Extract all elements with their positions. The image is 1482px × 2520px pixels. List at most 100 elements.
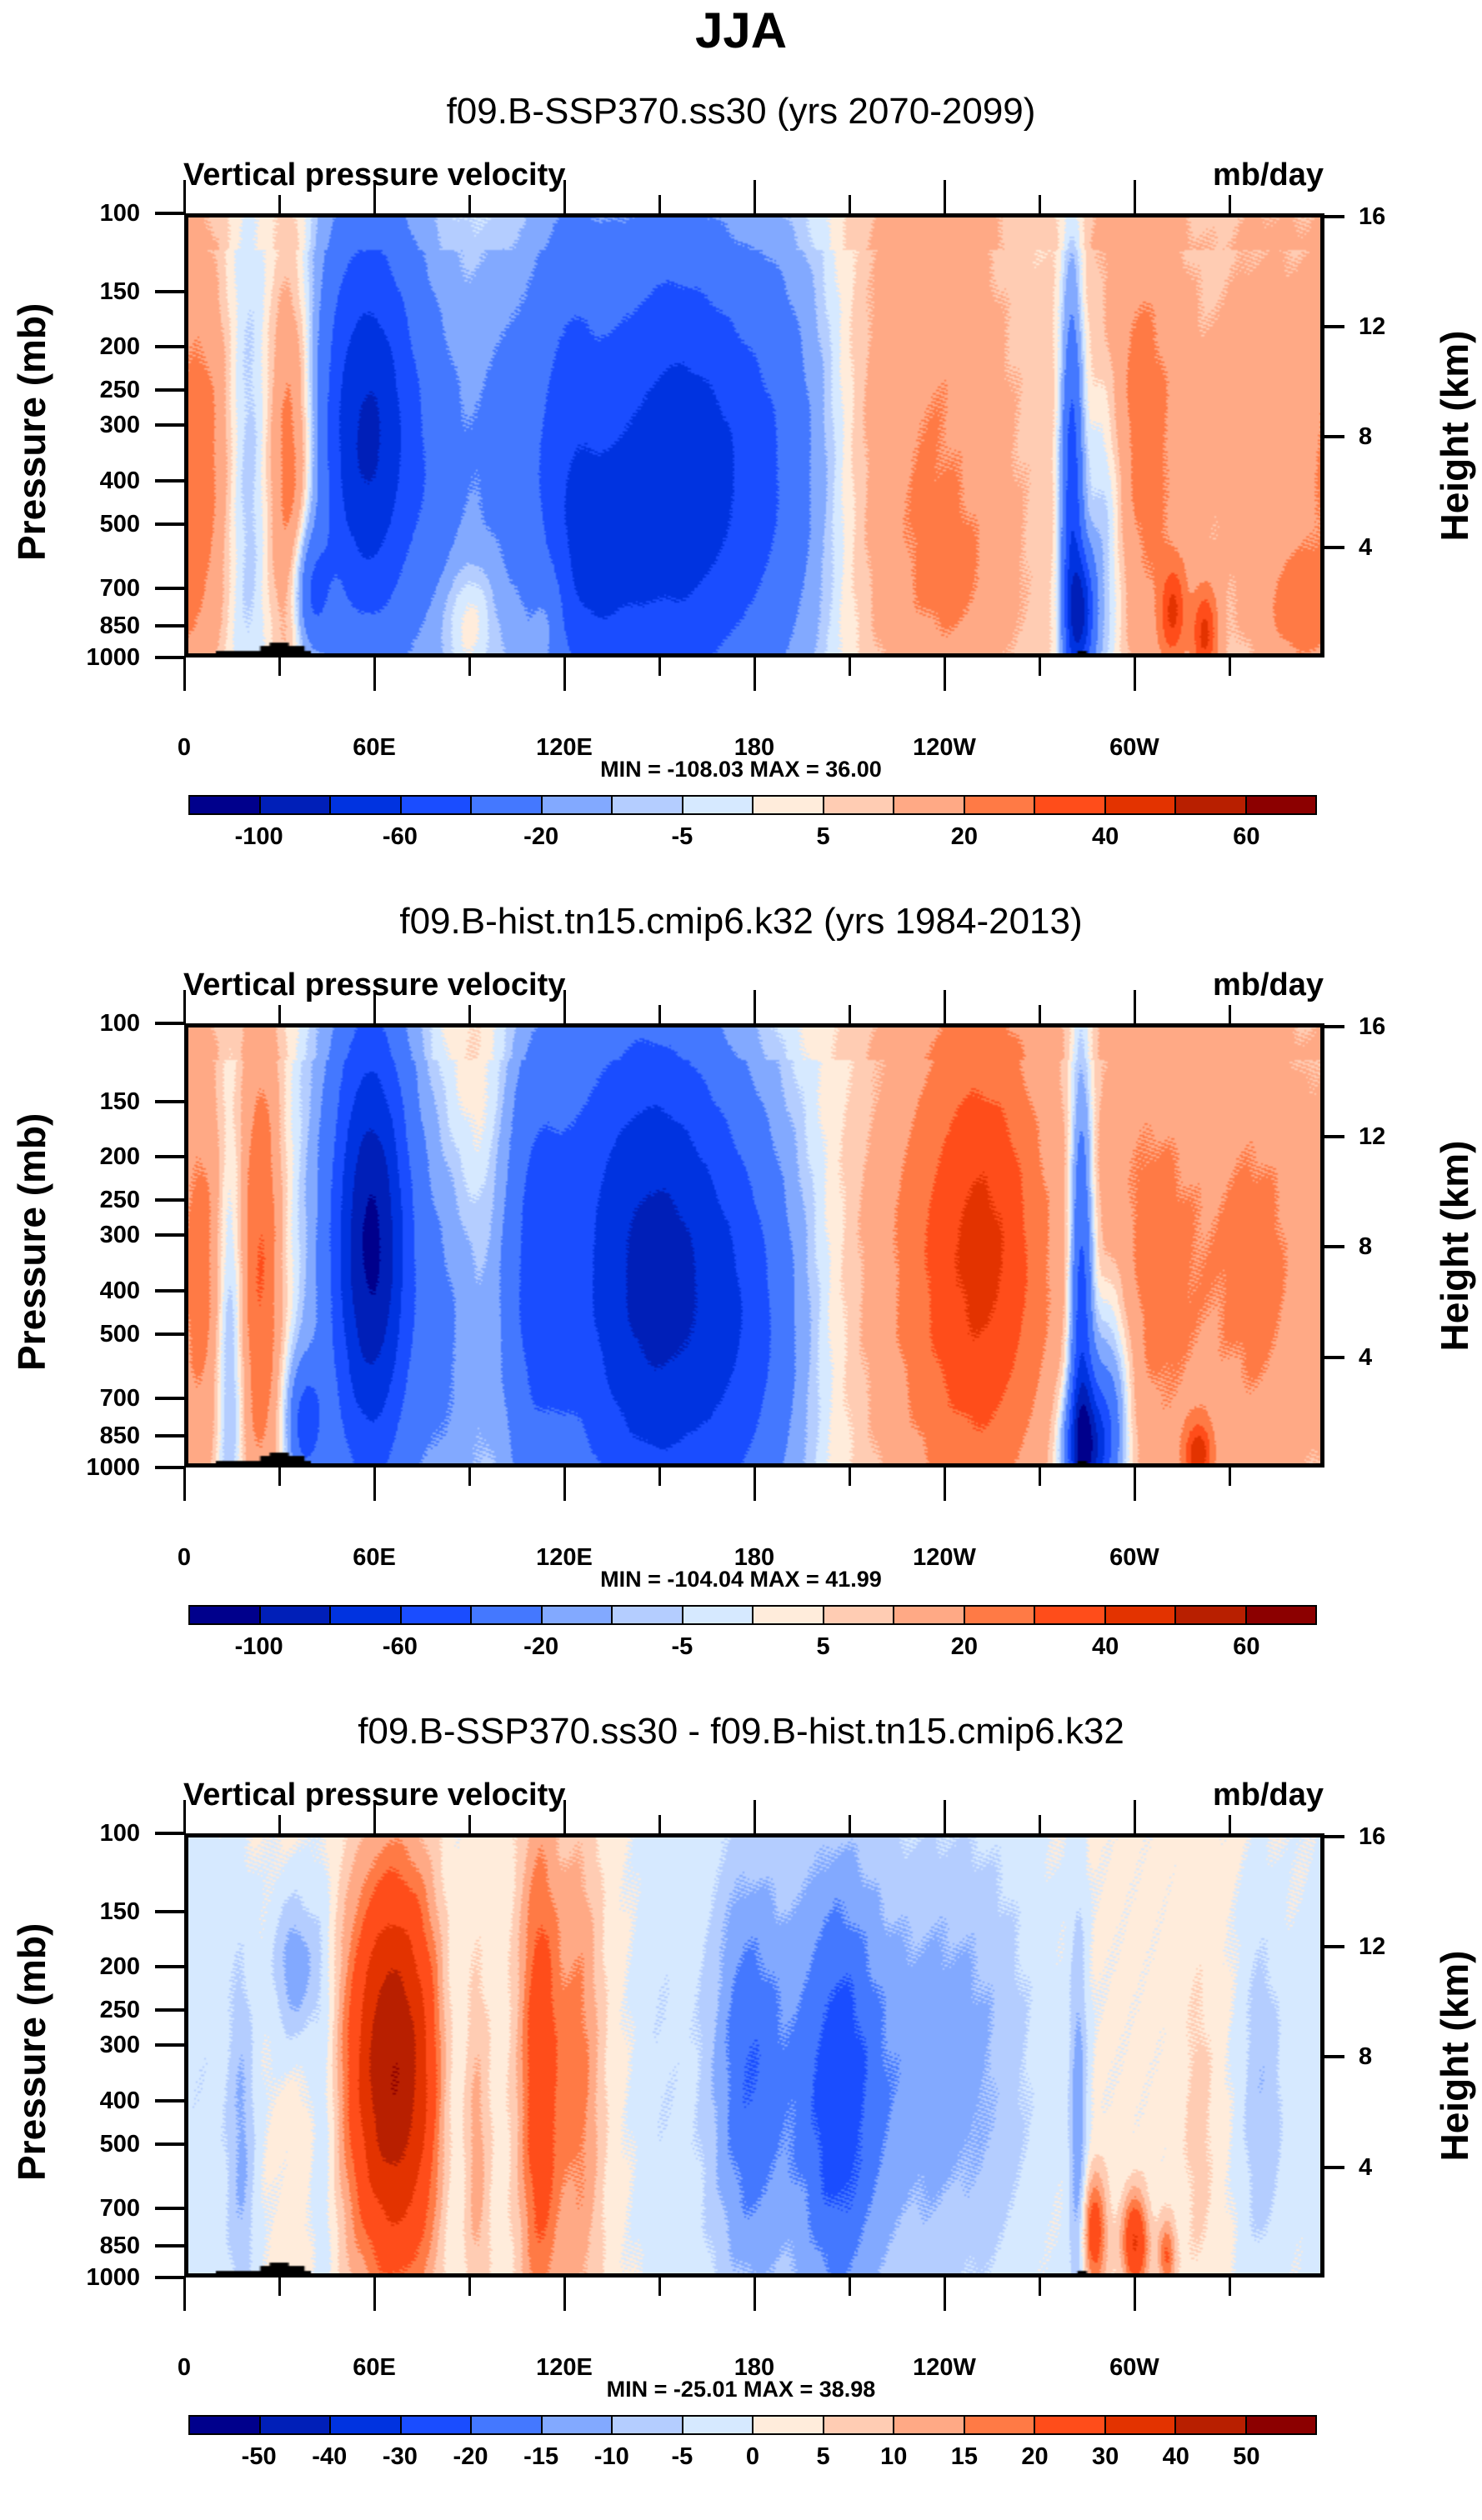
colorbar-box [1105,797,1176,813]
x-tick-label: 60W [1109,2354,1159,2381]
colorbar-box [190,2417,261,2433]
colorbar-label: -20 [523,823,559,850]
x-tick-top [658,1005,661,1023]
x-tick [563,658,566,691]
colorbar-box [754,2417,824,2433]
y-right-tick [1324,435,1344,439]
colorbar-box [683,2417,754,2433]
x-tick [183,658,186,691]
colorbar-label: 15 [950,2443,978,2470]
x-tick-top [754,180,756,213]
y-tick-label: 1000 [86,644,140,671]
colorbar-box [190,1607,261,1623]
y-tick-label: 200 [99,333,140,361]
x-tick-label: 120E [536,1544,593,1571]
contour-plot [184,213,1324,658]
x-tick [658,658,661,676]
colorbar-label: 40 [1162,2443,1189,2470]
x-tick-label: 60E [353,734,396,761]
colorbar-box [824,2417,894,2433]
y-right-tick-label: 4 [1359,2153,1373,2181]
x-tick [944,1468,946,1501]
x-tick-top [1229,1815,1231,1833]
x-tick-top [563,1800,566,1833]
y-tick-label: 300 [99,2032,140,2059]
colorbar-box [613,797,683,813]
y-tick-label: 200 [99,1953,140,1981]
y-tick [155,522,184,526]
x-tick [183,2278,186,2311]
x-tick-top [373,180,376,213]
x-tick [1039,1468,1041,1486]
colorbar [188,1605,1317,1625]
colorbar-box [542,1607,613,1623]
x-tick-top [278,1005,281,1023]
y-right-tick-label: 8 [1359,1233,1373,1261]
y-tick-label: 850 [99,2232,140,2260]
y-tick [155,2276,184,2279]
x-tick [1134,1468,1136,1501]
x-tick-top [1134,1800,1136,1833]
y-tick [155,212,184,215]
min-max-label: MIN = -25.01 MAX = 38.98 [606,2377,876,2402]
y-axis-title-right: Height (km) [1433,1950,1476,2161]
y-tick [155,2043,184,2048]
colorbar-box [964,797,1035,813]
y-right-tick [1324,214,1344,218]
chart-panel-2: f09.B-hist.tn15.cmip6.k32 (yrs 1984-2013… [0,900,1482,1710]
colorbar-box [401,797,472,813]
colorbar-box [1035,2417,1106,2433]
colorbar-box [1105,2417,1176,2433]
x-tick-label: 120E [536,2354,593,2381]
y-tick [155,1022,184,1025]
y-tick [155,2098,184,2102]
colorbar-label: 20 [950,823,978,850]
x-tick-top [944,990,946,1023]
colorbar-box [1035,1607,1106,1623]
y-tick-label: 150 [99,1088,140,1115]
x-tick-top [1039,195,1041,213]
x-tick [563,1468,566,1501]
colorbar-label: 10 [880,2443,908,2470]
x-tick-top [468,1815,471,1833]
y-tick [155,478,184,482]
y-right-tick [1324,325,1344,329]
y-right-tick [1324,2055,1344,2059]
x-tick-top [1229,1005,1231,1023]
colorbar-box [894,1607,965,1623]
colorbar-label: 20 [1021,2443,1049,2470]
y-tick [155,289,184,293]
y-right-tick-label: 8 [1359,423,1373,451]
y-tick [155,1397,184,1401]
colorbar-label: -60 [382,823,418,850]
x-tick-label: 120E [536,734,593,761]
x-tick-label: 60W [1109,1544,1159,1571]
y-tick-label: 250 [99,377,140,404]
y-tick-label: 700 [99,575,140,602]
y-tick-label: 400 [99,2087,140,2114]
y-tick-label: 400 [99,1277,140,1304]
colorbar-label: 30 [1091,2443,1119,2470]
x-tick [468,1468,471,1486]
y-tick [155,2207,184,2211]
colorbar [188,795,1317,815]
y-tick-label: 100 [99,1010,140,1037]
x-tick-top [468,195,471,213]
x-tick-top [658,195,661,213]
x-tick [754,1468,756,1501]
y-tick-label: 1000 [86,1454,140,1481]
colorbar-box [613,2417,683,2433]
x-tick-label: 180 [733,734,775,761]
y-tick-label: 250 [99,1187,140,1214]
min-max-label: MIN = -108.03 MAX = 36.00 [600,757,882,782]
colorbar-label: -5 [671,2443,693,2470]
y-tick-label: 200 [99,1143,140,1171]
x-tick-top [563,990,566,1023]
colorbar-box [964,2417,1035,2433]
y-tick [155,2008,184,2012]
y-right-tick [1324,1245,1344,1249]
x-tick [944,658,946,691]
x-tick [1134,658,1136,691]
y-axis-title: Pressure (mb) [10,1922,53,2181]
x-tick [658,2278,661,2296]
